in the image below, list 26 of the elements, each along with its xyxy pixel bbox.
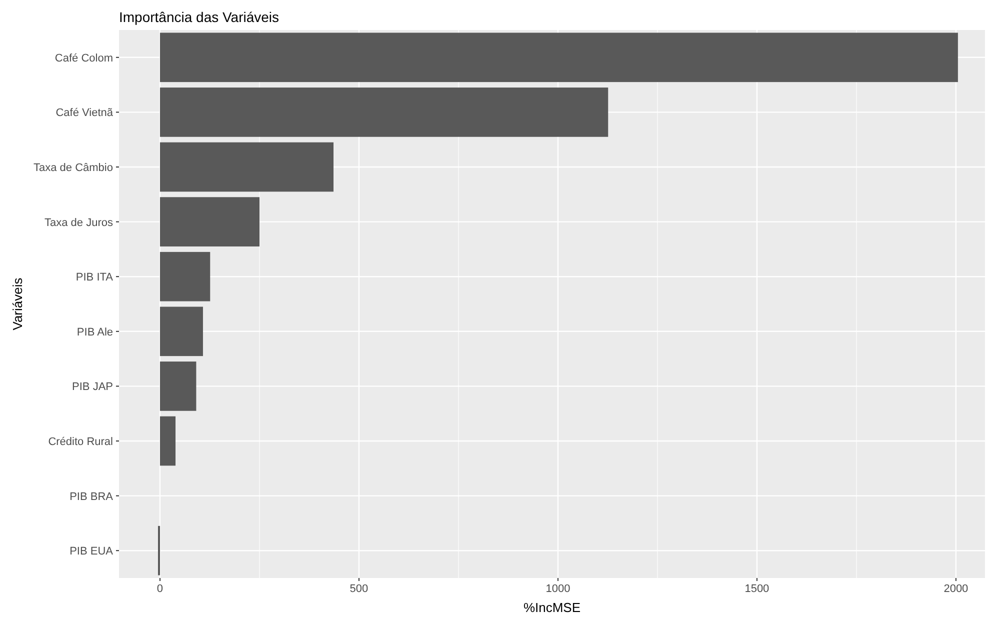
bar xyxy=(160,142,334,192)
y-tick-label: Taxa de Juros xyxy=(44,216,114,229)
chart-title: Importância das Variáveis xyxy=(119,9,280,25)
bar xyxy=(160,362,196,411)
x-tick-label: 1000 xyxy=(546,583,570,595)
y-tick-label: PIB ITA xyxy=(76,272,114,284)
bar xyxy=(160,32,958,82)
y-axis-title: Variáveis xyxy=(10,277,25,330)
bar xyxy=(160,197,260,246)
bar xyxy=(160,252,210,302)
y-tick-label: PIB BRA xyxy=(70,490,114,503)
bar xyxy=(160,88,608,137)
x-tick-label: 500 xyxy=(350,583,368,595)
x-tick-label: 1500 xyxy=(744,583,770,595)
y-tick-label: Taxa de Câmbio xyxy=(34,162,113,174)
x-tick-label: 0 xyxy=(156,583,164,595)
y-tick-label: Café Colom xyxy=(54,52,113,64)
x-tick-label: 2000 xyxy=(944,583,968,595)
y-tick-label: Café Vietnã xyxy=(56,107,114,120)
bar xyxy=(160,416,176,466)
x-axis-title: %IncMSE xyxy=(523,600,581,615)
y-tick-label: Crédito Rural xyxy=(48,436,113,448)
y-tick-label: PIB Ale xyxy=(76,326,113,338)
bar xyxy=(160,306,203,356)
y-tick-label: PIB EUA xyxy=(70,546,114,558)
y-tick-label: PIB JAP xyxy=(72,381,113,394)
